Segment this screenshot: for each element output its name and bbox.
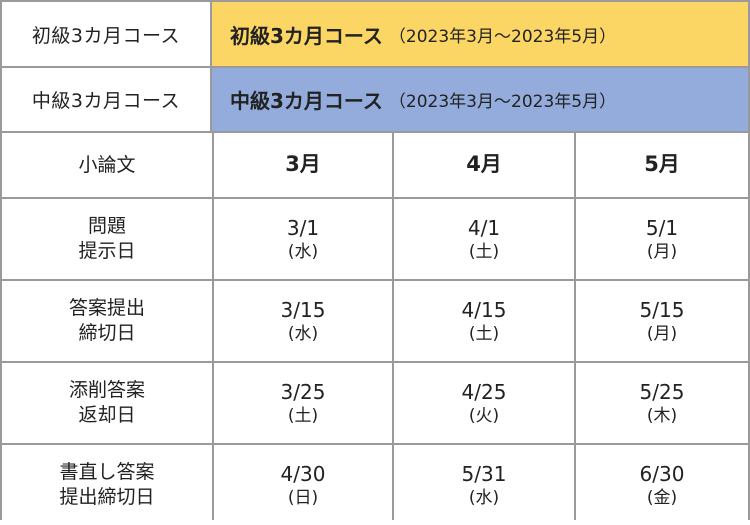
weekday-value: (土) bbox=[468, 323, 500, 344]
date-value: 3/1 bbox=[286, 215, 320, 240]
row-label-line: 締切日 bbox=[78, 322, 136, 344]
row-label-line: 添削答案 bbox=[68, 379, 145, 402]
weekday-value: (水) bbox=[287, 323, 319, 344]
weekday-value: (水) bbox=[287, 241, 319, 262]
date-value: 4/1 bbox=[467, 215, 501, 240]
course-period: （2023年3月～2023年5月） bbox=[388, 92, 617, 112]
date-cell: 3/25 (土) bbox=[214, 363, 392, 443]
corner-label: 小論文 bbox=[2, 133, 212, 197]
weekday-value: (月) bbox=[646, 241, 678, 262]
date-value: 5/25 bbox=[639, 379, 685, 404]
date-value: 5/1 bbox=[645, 215, 679, 240]
course-banner-intermediate: 中級3カ月コース （2023年3月～2023年5月） bbox=[212, 68, 748, 131]
date-cell: 5/31 (水) bbox=[394, 445, 574, 525]
course-period: （2023年3月～2023年5月） bbox=[388, 26, 617, 47]
row-label: 答案提出 締切日 bbox=[2, 281, 212, 361]
date-value: 3/15 bbox=[280, 297, 326, 322]
month-header: 4月 bbox=[394, 133, 574, 197]
weekday-value: (金) bbox=[646, 487, 678, 508]
schedule-grid: 小論文 3月 4月 5月 問題 提示日 3/1 (水) 4/1 (土) 5/1 … bbox=[2, 133, 748, 525]
date-value: 5/31 bbox=[461, 461, 507, 486]
weekday-value: (土) bbox=[287, 405, 319, 426]
course-label: 中級3カ月コース bbox=[2, 68, 212, 131]
weekday-value: (火) bbox=[468, 405, 500, 426]
date-cell: 4/1 (土) bbox=[394, 199, 574, 279]
date-value: 5/15 bbox=[639, 297, 685, 322]
course-banner-beginner: 初級3カ月コース （2023年3月～2023年5月） bbox=[212, 2, 748, 66]
row-label-line: 問題 bbox=[87, 215, 126, 238]
date-value: 4/25 bbox=[461, 379, 507, 404]
course-row-beginner: 初級3カ月コース 初級3カ月コース （2023年3月～2023年5月） bbox=[2, 2, 748, 66]
row-label-line: 提出締切日 bbox=[59, 486, 155, 508]
weekday-value: (月) bbox=[646, 323, 678, 344]
row-label: 書直し答案 提出締切日 bbox=[2, 445, 212, 525]
date-value: 4/15 bbox=[461, 297, 507, 322]
date-value: 4/30 bbox=[280, 461, 326, 486]
date-cell: 4/30 (日) bbox=[214, 445, 392, 525]
date-cell: 4/15 (土) bbox=[394, 281, 574, 361]
table-row: 答案提出 締切日 3/15 (水) 4/15 (土) 5/15 (月) bbox=[2, 281, 748, 361]
row-label-line: 答案提出 bbox=[68, 297, 145, 320]
month-header: 5月 bbox=[576, 133, 748, 197]
date-cell: 3/1 (水) bbox=[214, 199, 392, 279]
row-label: 問題 提示日 bbox=[2, 199, 212, 279]
course-title: 中級3カ月コース bbox=[230, 89, 383, 113]
weekday-value: (日) bbox=[287, 487, 319, 508]
weekday-value: (木) bbox=[646, 405, 678, 426]
schedule-header-row: 小論文 3月 4月 5月 bbox=[2, 133, 748, 197]
row-label-line: 提示日 bbox=[78, 240, 136, 262]
date-cell: 5/25 (木) bbox=[576, 363, 748, 443]
date-cell: 6/30 (金) bbox=[576, 445, 748, 525]
course-row-intermediate: 中級3カ月コース 中級3カ月コース （2023年3月～2023年5月） bbox=[2, 68, 748, 131]
date-cell: 3/15 (水) bbox=[214, 281, 392, 361]
row-label-line: 返却日 bbox=[78, 404, 136, 426]
date-cell: 5/15 (月) bbox=[576, 281, 748, 361]
row-label: 添削答案 返却日 bbox=[2, 363, 212, 443]
weekday-value: (土) bbox=[468, 241, 500, 262]
table-row: 書直し答案 提出締切日 4/30 (日) 5/31 (水) 6/30 (金) bbox=[2, 445, 748, 525]
table-row: 添削答案 返却日 3/25 (土) 4/25 (火) 5/25 (木) bbox=[2, 363, 748, 443]
table-row: 問題 提示日 3/1 (水) 4/1 (土) 5/1 (月) bbox=[2, 199, 748, 279]
date-cell: 4/25 (火) bbox=[394, 363, 574, 443]
course-label: 初級3カ月コース bbox=[2, 2, 212, 66]
course-title: 初級3カ月コース bbox=[230, 23, 383, 48]
weekday-value: (水) bbox=[468, 487, 500, 508]
date-value: 6/30 bbox=[639, 461, 685, 486]
date-value: 3/25 bbox=[280, 379, 326, 404]
row-label-line: 書直し答案 bbox=[59, 461, 155, 484]
month-header: 3月 bbox=[214, 133, 392, 197]
date-cell: 5/1 (月) bbox=[576, 199, 748, 279]
